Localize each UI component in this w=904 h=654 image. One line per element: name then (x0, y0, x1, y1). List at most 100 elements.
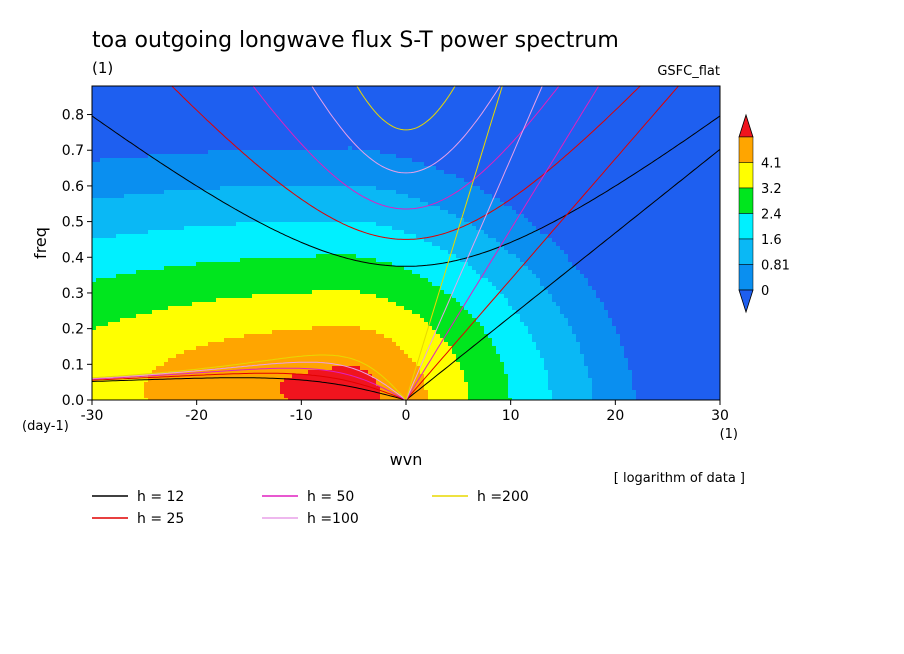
field-cell (136, 370, 141, 375)
field-cell (132, 290, 137, 295)
field-cell (128, 142, 133, 147)
field-cell (136, 318, 141, 323)
field-cell (304, 250, 309, 255)
field-cell (160, 266, 165, 271)
field-cell (216, 278, 221, 283)
field-cell (256, 146, 261, 151)
field-cell (304, 94, 309, 99)
field-cell (272, 246, 277, 251)
field-cell (288, 254, 293, 259)
field-cell (196, 386, 201, 391)
field-cell (224, 350, 229, 355)
field-cell (268, 122, 273, 127)
field-cell (196, 86, 201, 91)
field-cell (128, 158, 133, 163)
field-cell (260, 350, 265, 355)
field-cell (288, 258, 293, 263)
field-cell (296, 194, 301, 199)
field-cell (188, 170, 193, 175)
field-cell (112, 230, 117, 235)
field-cell (280, 306, 285, 311)
field-cell (256, 94, 261, 99)
field-cell (232, 106, 237, 111)
field-cell (292, 398, 297, 400)
field-cell (164, 242, 169, 247)
field-cell (292, 286, 297, 291)
field-cell (124, 394, 129, 399)
field-cell (136, 298, 141, 303)
field-cell (132, 262, 137, 267)
field-cell (244, 222, 249, 227)
field-cell (120, 86, 125, 91)
field-cell (188, 306, 193, 311)
field-cell (112, 194, 117, 199)
field-cell (268, 130, 273, 135)
field-cell (172, 190, 177, 195)
field-cell (172, 362, 177, 367)
field-cell (236, 378, 241, 383)
field-cell (312, 330, 317, 335)
field-cell (140, 390, 145, 395)
field-cell (280, 318, 285, 323)
field-cell (192, 126, 197, 131)
field-cell (276, 294, 281, 299)
field-cell (116, 362, 121, 367)
field-cell (136, 182, 141, 187)
field-cell (136, 202, 141, 207)
field-cell (300, 242, 305, 247)
field-cell (276, 378, 281, 383)
field-cell (112, 150, 117, 155)
field-cell (252, 346, 257, 351)
field-cell (216, 222, 221, 227)
field-cell (296, 114, 301, 119)
field-cell (280, 222, 285, 227)
field-cell (336, 194, 341, 199)
field-cell (320, 226, 325, 231)
field-cell (164, 114, 169, 119)
field-cell (180, 122, 185, 127)
field-cell (208, 278, 213, 283)
field-cell (320, 346, 325, 351)
field-cell (224, 162, 229, 167)
field-cell (172, 158, 177, 163)
field-cell (200, 358, 205, 363)
field-cell (164, 218, 169, 223)
field-cell (244, 342, 249, 347)
field-cell (120, 386, 125, 391)
field-cell (332, 222, 337, 227)
field-cell (264, 266, 269, 271)
field-cell (320, 114, 325, 119)
field-cell (136, 338, 141, 343)
field-cell (124, 166, 129, 171)
field-cell (316, 294, 321, 299)
field-cell (128, 278, 133, 283)
field-cell (208, 106, 213, 111)
field-cell (180, 210, 185, 215)
field-cell (236, 242, 241, 247)
field-cell (168, 366, 173, 371)
field-cell (280, 134, 285, 139)
field-cell (96, 166, 101, 171)
field-cell (304, 158, 309, 163)
field-cell (184, 230, 189, 235)
field-cell (208, 218, 213, 223)
field-cell (272, 106, 277, 111)
field-cell (248, 162, 253, 167)
field-cell (188, 86, 193, 91)
field-cell (148, 214, 153, 219)
field-cell (272, 134, 277, 139)
field-cell (108, 358, 113, 363)
field-cell (280, 130, 285, 135)
field-cell (296, 150, 301, 155)
field-cell (204, 322, 209, 327)
field-cell (96, 390, 101, 395)
field-cell (180, 226, 185, 231)
field-cell (128, 326, 133, 331)
field-cell (248, 194, 253, 199)
field-cell (244, 254, 249, 259)
field-cell (292, 94, 297, 99)
field-cell (216, 190, 221, 195)
field-cell (192, 130, 197, 135)
field-cell (228, 250, 233, 255)
field-cell (272, 250, 277, 255)
